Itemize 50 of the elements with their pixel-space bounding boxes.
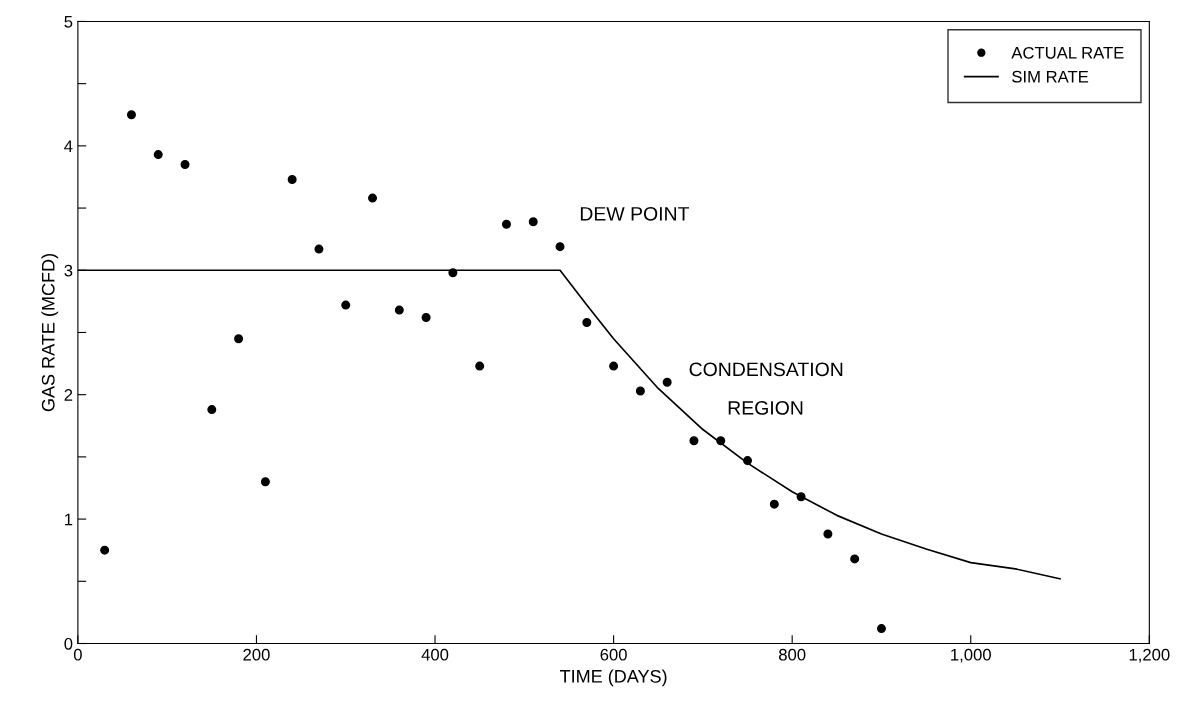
point [876,624,886,634]
point [100,545,110,555]
x-tick-label: 200 [243,648,270,661]
y-tick-label: 5 [64,16,73,28]
point [260,477,270,487]
point [341,300,351,310]
y-tick-label: 0 [64,637,73,650]
point [555,242,565,252]
point [743,456,753,466]
point [180,160,190,170]
x-tick-label: 1,200 [1129,648,1170,663]
point [394,305,404,315]
x-tick-label: 0 [73,648,82,661]
x-tick-label: 600 [600,648,627,661]
x-tick-label: 1,000 [951,648,991,663]
point [582,318,592,328]
point [501,219,511,229]
x-tick-label: 800 [778,648,806,661]
y-tick-label: 3 [64,264,73,277]
annotation: DEW POINT [580,206,690,221]
point [716,436,726,446]
point [528,217,538,227]
x-axis-title: TIME (DAYS) [560,669,667,687]
point [314,244,324,254]
legend-label: SIM RATE [1012,70,1089,83]
annotation: REGION [728,401,803,415]
point [287,174,297,184]
x-tick-label: 400 [421,648,449,661]
legend-label: ACTUAL RATE [1011,46,1124,59]
y-tick-label: 4 [64,140,73,152]
point [421,313,431,323]
point [662,377,672,387]
point [475,361,485,371]
point [126,110,136,120]
point [153,150,163,160]
point [823,529,833,539]
point [207,405,217,415]
point [796,492,806,502]
point [368,193,378,203]
y-tick-label: 1 [65,513,73,526]
point [850,554,860,564]
point [769,499,779,509]
y-axis-title: GAS RATE (MCFD) [41,254,59,412]
point [448,268,458,278]
point [689,436,699,446]
y-tick-label: 2 [64,389,73,401]
point [609,361,619,371]
annotation: CONDENSATION [689,362,843,377]
point [234,334,244,344]
point [635,386,645,396]
